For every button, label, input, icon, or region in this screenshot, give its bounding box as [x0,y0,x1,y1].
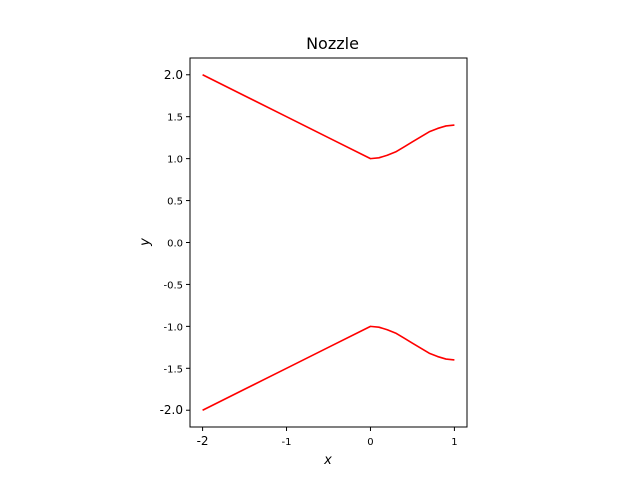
y-tick-label: 2.0 [164,68,183,82]
y-tick-label: 0.0 [167,239,183,250]
y-tick-label: 1.5 [167,113,183,124]
y-tick-label: -1.5 [163,364,183,375]
y-axis-ticks: 2.0 1.5 1.0 0.5 0.0 -0.5 -1.0 -1.5 -2.0 [160,68,190,417]
x-axis-ticks: -2 -1 0 1 [197,427,458,448]
y-tick-label: 0.5 [167,197,183,208]
y-tick-label: 1.0 [167,155,183,166]
y-tick-label: -0.5 [163,280,183,291]
x-tick-label: 1 [451,437,457,448]
x-tick-label: 0 [367,437,373,448]
y-tick-label: -1.0 [163,322,183,333]
upper-wall-line [202,74,455,160]
x-tick-label: -2 [197,434,209,448]
chart-title: Nozzle [306,34,359,53]
x-tick-label: -1 [282,437,292,448]
y-axis-label: y [138,238,153,247]
lower-wall-line [202,325,455,411]
x-axis-label: x [323,453,332,468]
series-layer [202,74,455,411]
y-tick-label: -2.0 [160,403,183,417]
